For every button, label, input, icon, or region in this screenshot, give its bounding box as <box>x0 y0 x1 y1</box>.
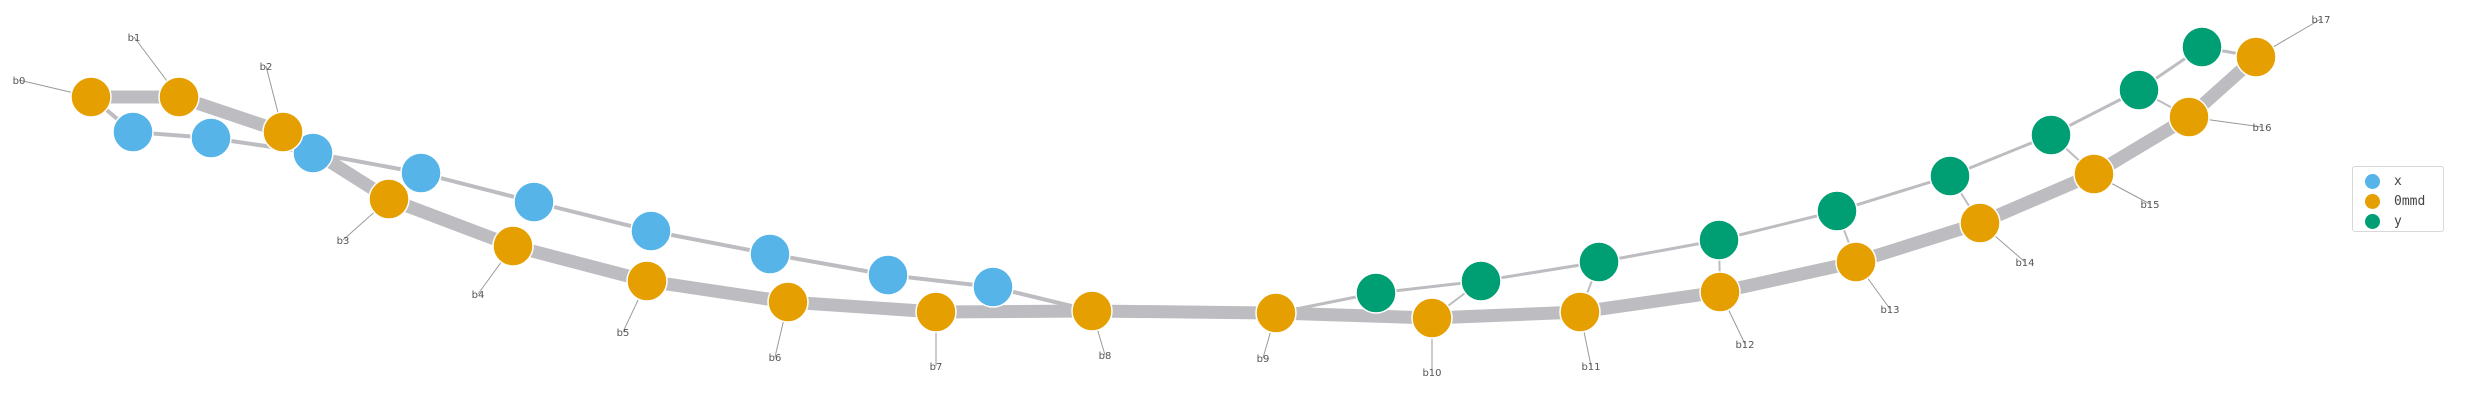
node-label-b6: b6 <box>769 353 782 364</box>
x-node <box>292 132 334 174</box>
x-node <box>112 111 154 153</box>
x-node <box>749 233 791 275</box>
mmd-node-b7 <box>915 291 957 333</box>
legend-label-y: y <box>2394 213 2402 229</box>
y-node <box>1355 272 1397 314</box>
mmd-node-b11 <box>1559 291 1601 333</box>
mmd-node-b4 <box>492 225 534 267</box>
label-leader-layer <box>18 18 2322 372</box>
legend: x 0mmd y <box>2352 166 2444 232</box>
x-node <box>630 210 672 252</box>
node-label-b16: b16 <box>2252 123 2271 134</box>
mmd-node-b6 <box>767 281 809 323</box>
x-node <box>190 117 232 159</box>
node-label-b1: b1 <box>128 33 141 44</box>
legend-swatch-y <box>2365 213 2380 229</box>
y-node <box>1929 155 1971 197</box>
legend-label-x: x <box>2394 173 2402 189</box>
x-node <box>972 266 1014 308</box>
mmd-node-b16 <box>2168 96 2210 138</box>
node-layer <box>70 26 2277 339</box>
node-label-b5: b5 <box>617 328 630 339</box>
mmd-node-b9 <box>1255 292 1297 334</box>
node-label-b15: b15 <box>2140 200 2159 211</box>
mmd-node-b12 <box>1699 271 1741 313</box>
legend-label-mmd: 0mmd <box>2394 193 2426 209</box>
node-label-b11: b11 <box>1581 362 1600 373</box>
mmd-node-b0 <box>70 76 112 118</box>
legend-entry-y: y <box>2353 211 2443 231</box>
legend-swatch-mmd <box>2365 193 2380 209</box>
node-label-b9: b9 <box>1257 354 1270 365</box>
y-node <box>2118 69 2160 111</box>
x-path-line <box>89 95 1094 313</box>
node-label-b7: b7 <box>930 362 943 373</box>
y-node <box>1578 241 1620 283</box>
mmd-node-b5 <box>626 260 668 302</box>
mmd-node-b10 <box>1411 297 1453 339</box>
x-node <box>513 181 555 223</box>
node-label-b2: b2 <box>260 62 273 73</box>
node-label-b14: b14 <box>2015 258 2034 269</box>
node-label-b0: b0 <box>13 76 26 87</box>
node-label-b13: b13 <box>1880 305 1899 316</box>
mmd-node-b8 <box>1071 290 1113 332</box>
legend-swatch-x <box>2365 173 2380 189</box>
node-label-b8: b8 <box>1099 351 1112 362</box>
label-layer: b0 b1 b2 b3 b4 b5 b6 b7 b8 b9 b10 b11 b12 b13 b14 b15 b1… <box>13 15 2331 379</box>
mmd-node-b14 <box>1959 202 2001 244</box>
mmd-node-b2 <box>262 111 304 153</box>
legend-entry-mmd: 0mmd <box>2353 191 2443 211</box>
node-label-b4: b4 <box>472 290 485 301</box>
y-node <box>1460 260 1502 302</box>
node-label-b3: b3 <box>337 236 350 247</box>
node-label-b17: b17 <box>2311 15 2330 26</box>
mmd-node-b13 <box>1835 241 1877 283</box>
mmd-node-b17 <box>2235 36 2277 78</box>
y-node <box>1698 219 1740 261</box>
y-node <box>2181 26 2223 68</box>
x-node <box>867 254 909 296</box>
mmd-node-b3 <box>368 178 410 220</box>
legend-entry-x: x <box>2353 171 2443 191</box>
node-label-b12: b12 <box>1735 340 1754 351</box>
node-label-b10: b10 <box>1422 368 1441 379</box>
mmd-node-b15 <box>2073 153 2115 195</box>
x-node <box>400 152 442 194</box>
mmd-node-b1 <box>158 76 200 118</box>
y-node <box>1816 190 1858 232</box>
y-node <box>2030 114 2072 156</box>
